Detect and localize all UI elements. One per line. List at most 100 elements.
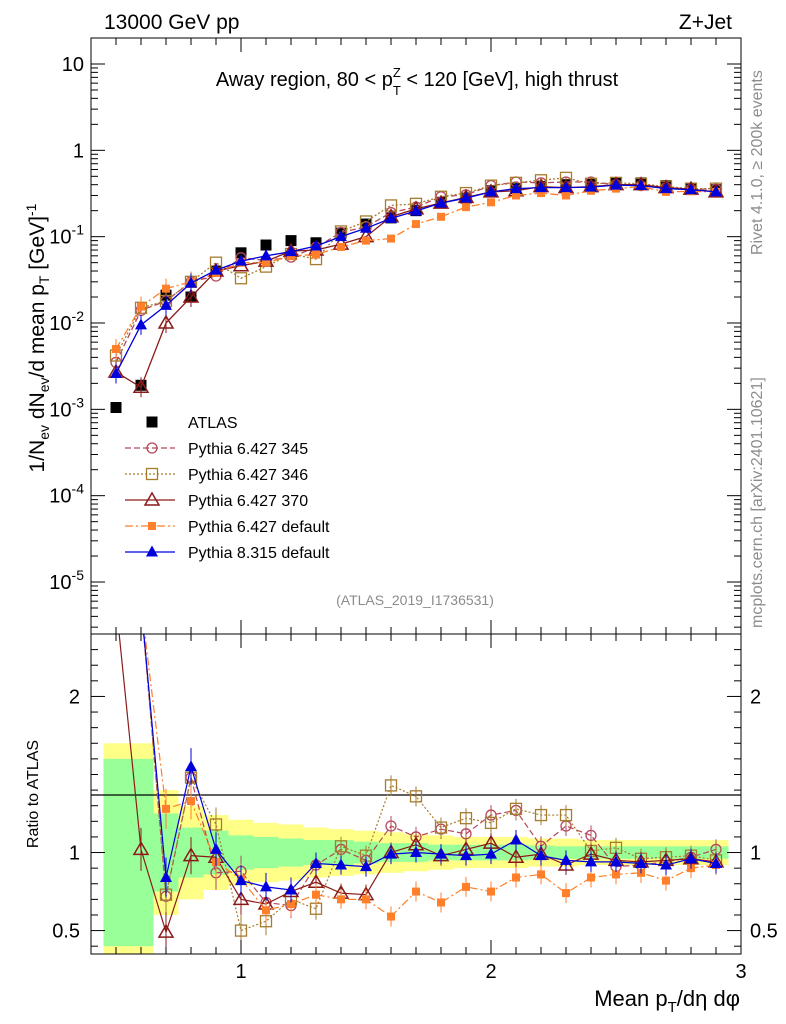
- data-point: [362, 236, 370, 245]
- y-tick-label: 10-4: [49, 481, 84, 508]
- ratio-point: [210, 842, 222, 854]
- data-point: [112, 344, 120, 353]
- ratio-point: [209, 818, 223, 831]
- ratio-point: [235, 874, 247, 886]
- data-point: [234, 272, 248, 285]
- ratio-point: [410, 846, 422, 858]
- legend-marker: [143, 491, 161, 506]
- ratio-point: [560, 853, 572, 865]
- ratio-point: [585, 855, 597, 867]
- ratio-point: [187, 797, 195, 806]
- ratio-point: [137, 599, 145, 607]
- legend-marker: [146, 545, 158, 557]
- ratio-point: [409, 790, 423, 803]
- data-point: [585, 180, 597, 192]
- ratio-point: [310, 856, 322, 868]
- ratio-point: [535, 849, 547, 861]
- ratio-point: [262, 906, 270, 915]
- legend: ATLAS Pythia 6.427 345 Pythia 6.427 346 Pyt…: [125, 415, 330, 562]
- ratio-y-tick-label: 0.5: [52, 921, 80, 943]
- ratio-point: [412, 887, 420, 896]
- ratio-point: [562, 889, 570, 898]
- ratio-point: [585, 829, 597, 842]
- data-point: [485, 185, 497, 197]
- ratio-point: [384, 779, 398, 792]
- y-tick-label-base: 10: [49, 313, 71, 335]
- y-tick-label-base: 10: [49, 399, 71, 421]
- ratio-point: [587, 873, 595, 882]
- ratio-point: [337, 895, 345, 904]
- ratio-point: [112, 599, 120, 607]
- ratio-point: [110, 596, 122, 607]
- y-tick-label: 10-5: [49, 567, 84, 594]
- ratio-point: [109, 596, 123, 608]
- legend-label: Pythia 8.315 default: [188, 545, 330, 562]
- y-tick-label: 10-1: [49, 222, 84, 249]
- y-tick-label: 10-3: [49, 394, 84, 421]
- data-point: [435, 196, 447, 208]
- ratio-point: [136, 597, 147, 608]
- ratio-point: [434, 821, 448, 834]
- ratio-point: [312, 890, 320, 899]
- ratio-point: [334, 840, 348, 853]
- data-point: [535, 181, 547, 193]
- ratio-y-tick-label: 2: [69, 686, 80, 708]
- legend-entry: Pythia 6.427 370: [125, 491, 308, 510]
- ratio-point: [385, 847, 397, 859]
- ratio-point: [160, 871, 172, 883]
- ratio-point: [132, 840, 150, 856]
- legend-label: ATLAS: [188, 415, 238, 432]
- data-point: [360, 221, 372, 233]
- ratio-point: [462, 882, 470, 891]
- data-point: [160, 298, 172, 310]
- header-energy-label: 13000 GeV pp: [104, 11, 239, 34]
- data-point: [310, 239, 322, 251]
- data-point: [110, 367, 122, 379]
- legend-entry: Pythia 8.315 default: [125, 545, 330, 562]
- ratio-point: [485, 847, 497, 859]
- ratio-panel: 0.5 0.5 1 1 2 2 Ratio to ATLAS 1 2 3 Mean pT/dη…: [25, 596, 778, 1016]
- ratio-point: [510, 833, 522, 845]
- x-tick-label: 3: [735, 961, 746, 983]
- mcplots-label: mcplots.cern.ch [arXiv:2401.10621]: [749, 377, 766, 628]
- data-point: [437, 212, 445, 221]
- ratio-point: [135, 596, 147, 607]
- legend-entry: Pythia 6.427 default: [125, 519, 330, 536]
- ratio-point: [157, 923, 175, 938]
- data-point: [510, 182, 522, 194]
- data-point: [685, 183, 697, 195]
- data-point: [157, 314, 175, 329]
- legend-label: Pythia 6.427 346: [188, 467, 308, 484]
- data-point: [260, 249, 272, 261]
- data-point: [235, 254, 247, 266]
- legend-label: Pythia 6.427 default: [188, 519, 330, 536]
- data-point: [410, 204, 422, 216]
- uncertainty-band-inner: [103, 758, 129, 947]
- data-point: [162, 284, 170, 293]
- uncertainty-band-inner: [253, 836, 279, 869]
- legend-marker: [145, 467, 159, 481]
- data-point: [385, 211, 397, 223]
- ratio-point: [559, 808, 573, 822]
- data-point: [132, 378, 150, 394]
- ratio-point: [509, 802, 523, 815]
- ratio-point: [234, 924, 248, 937]
- data-point: [137, 302, 145, 311]
- data-point: [610, 178, 622, 190]
- y-tick-label: 10: [62, 54, 84, 76]
- legend-entry: ATLAS: [146, 415, 238, 432]
- ratio-point: [484, 816, 498, 830]
- data-point: [135, 318, 147, 330]
- ratio-point: [260, 880, 272, 892]
- ratio-point: [612, 870, 620, 879]
- y-tick-label-exp: -3: [72, 394, 85, 410]
- ratio-point: [111, 598, 121, 608]
- ratio-point: [162, 804, 170, 813]
- data-point: [210, 263, 222, 275]
- ratio-point: [111, 597, 122, 608]
- y-tick-label-base: 10: [49, 486, 71, 508]
- ratio-y-tick-label-right: 1: [750, 843, 761, 865]
- ratio-point: [487, 887, 495, 896]
- data-point: [110, 402, 122, 414]
